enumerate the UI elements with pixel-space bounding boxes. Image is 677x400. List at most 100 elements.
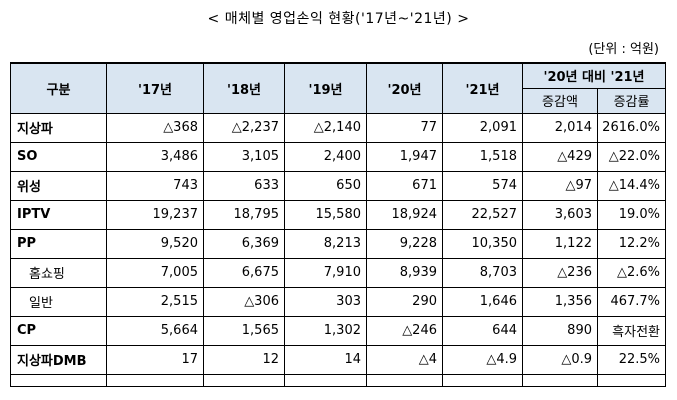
row-category: CP	[10, 315, 107, 346]
table-cell: 1,122	[522, 228, 598, 259]
header-comparison-group: '20년 대비 '21년	[521, 62, 667, 89]
table-cell	[442, 373, 523, 387]
table-row: 지상파DMB 17 12 14 △4 △4.9 △0.9 22.5%	[10, 344, 667, 375]
table-row: 지상파 △368 △2,237 △2,140 77 2,091 2,014 26…	[10, 112, 667, 143]
header-year-2021: '21년	[442, 62, 523, 114]
table-cell: △306	[203, 286, 285, 317]
page-title: < 매체별 영업손익 현황('17년~'21년) >	[207, 11, 470, 27]
table-cell: 1,947	[366, 141, 443, 172]
table-cell: 22,527	[442, 199, 523, 230]
table-cell: 3,105	[203, 141, 285, 172]
row-category: 홈쇼핑	[10, 257, 107, 288]
table-cell: 7,005	[106, 257, 204, 288]
table-cell: △236	[522, 257, 598, 288]
table-cell: 18,795	[203, 199, 285, 230]
table-cell	[596, 373, 667, 387]
table-row-partial	[10, 373, 667, 387]
table-cell: 7,910	[284, 257, 367, 288]
table-cell	[10, 373, 107, 387]
table-row: IPTV 19,237 18,795 15,580 18,924 22,527 …	[10, 199, 667, 230]
table-cell: 17	[106, 344, 204, 375]
table-cell: 290	[366, 286, 443, 317]
table-cell	[366, 373, 443, 387]
table-cell: △429	[522, 141, 598, 172]
table-cell: 12.2%	[596, 228, 667, 259]
table-cell: 8,213	[284, 228, 367, 259]
table-cell: 9,228	[366, 228, 443, 259]
table-cell: 9,520	[106, 228, 204, 259]
table-cell: 3,486	[106, 141, 204, 172]
table-cell: 303	[284, 286, 367, 317]
table-cell: △4	[366, 344, 443, 375]
table-cell: △2.6%	[596, 257, 667, 288]
table-cell: 743	[106, 170, 204, 201]
table-cell: 10,350	[442, 228, 523, 259]
row-category: 위성	[10, 170, 107, 201]
table-cell: △2,140	[284, 112, 367, 143]
table-cell: 671	[366, 170, 443, 201]
table-cell: 15,580	[284, 199, 367, 230]
table-cell: 19,237	[106, 199, 204, 230]
table-cell: 644	[442, 315, 523, 346]
table-cell	[203, 373, 285, 387]
table-row: 홈쇼핑 7,005 6,675 7,910 8,939 8,703 △236 △…	[10, 257, 667, 288]
header-year-2019: '19년	[284, 62, 367, 114]
table-cell	[106, 373, 204, 387]
table-cell: 3,603	[522, 199, 598, 230]
table-cell: 633	[203, 170, 285, 201]
table-cell: △22.0%	[596, 141, 667, 172]
table-cell: 흑자전환	[596, 315, 667, 346]
table-cell: 22.5%	[596, 344, 667, 375]
table-cell: 5,664	[106, 315, 204, 346]
table-cell: 1,565	[203, 315, 285, 346]
row-category: 지상파	[10, 112, 107, 143]
table-cell: 18,924	[366, 199, 443, 230]
row-category: 일반	[10, 286, 107, 317]
table-cell: 2,400	[284, 141, 367, 172]
table-cell: △246	[366, 315, 443, 346]
header-year-2018: '18년	[203, 62, 285, 114]
row-category: IPTV	[10, 199, 107, 230]
table-cell: 2,014	[522, 112, 598, 143]
header-category: 구분	[10, 62, 107, 114]
table-row: 일반 2,515 △306 303 290 1,646 1,356 467.7%	[10, 286, 667, 317]
table-cell: 1,302	[284, 315, 367, 346]
unit-label: (단위 : 억원)	[588, 42, 659, 57]
table-cell: 2616.0%	[596, 112, 667, 143]
table-cell: △368	[106, 112, 204, 143]
table-cell: 2,091	[442, 112, 523, 143]
table-cell: △14.4%	[596, 170, 667, 201]
table-cell: 890	[522, 315, 598, 346]
table-cell: 19.0%	[596, 199, 667, 230]
table-cell	[284, 373, 367, 387]
table-cell: 77	[366, 112, 443, 143]
header-year-2020: '20년	[366, 62, 443, 114]
table-cell: 8,703	[442, 257, 523, 288]
header-change-rate: 증감률	[596, 87, 667, 114]
table-cell: △4.9	[442, 344, 523, 375]
header-change-amount: 증감액	[522, 87, 598, 114]
table-row: PP 9,520 6,369 8,213 9,228 10,350 1,122 …	[10, 228, 667, 259]
table-row: CP 5,664 1,565 1,302 △246 644 890 흑자전환	[10, 315, 667, 346]
table-cell: 6,675	[203, 257, 285, 288]
table-cell	[522, 373, 598, 387]
operating-profit-table: 구분 '17년 '18년 '19년 '20년 '21년 '20년 대비 '21년…	[10, 62, 667, 387]
table-cell: △0.9	[522, 344, 598, 375]
table-cell: 12	[203, 344, 285, 375]
table-cell: 14	[284, 344, 367, 375]
table-cell: 8,939	[366, 257, 443, 288]
table-cell: 1,646	[442, 286, 523, 317]
table-cell: 467.7%	[596, 286, 667, 317]
table-cell: 1,518	[442, 141, 523, 172]
row-category: SO	[10, 141, 107, 172]
table-cell: 6,369	[203, 228, 285, 259]
table-row: SO 3,486 3,105 2,400 1,947 1,518 △429 △2…	[10, 141, 667, 172]
table-row: 위성 743 633 650 671 574 △97 △14.4%	[10, 170, 667, 201]
table-cell: 650	[284, 170, 367, 201]
table-cell: △2,237	[203, 112, 285, 143]
row-category: 지상파DMB	[10, 344, 107, 375]
table-cell: 2,515	[106, 286, 204, 317]
header-year-2017: '17년	[106, 62, 204, 114]
table-cell: 574	[442, 170, 523, 201]
row-category: PP	[10, 228, 107, 259]
